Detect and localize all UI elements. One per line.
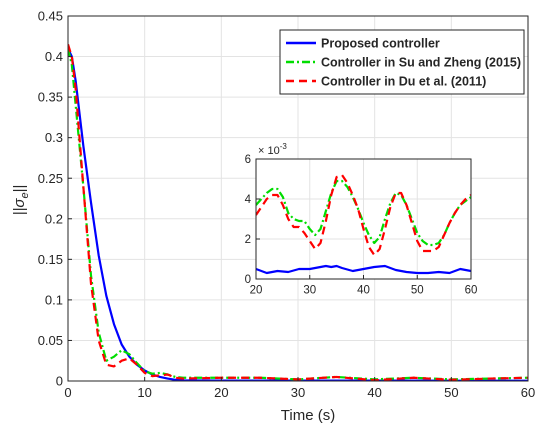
- main-x-tick-label: 0: [64, 385, 71, 400]
- legend-label-0: Proposed controller: [321, 37, 440, 51]
- inset-scale-base: × 10: [258, 145, 280, 157]
- main-y-tick-label: 0.1: [45, 292, 63, 307]
- main-axes: 0 10 20 30 40 50 6000.050.10.150.20.250.30.350…: [38, 9, 536, 400]
- main-y-tick-label: 0.05: [38, 333, 63, 348]
- main-x-tick-label: 20: [214, 385, 228, 400]
- main-x-tick-label: 30: [291, 385, 305, 400]
- inset-y-tick-label: 0: [245, 274, 251, 286]
- main-y-tick-label: 0: [56, 374, 63, 389]
- legend: Proposed controller Controller in Su and …: [279, 29, 525, 95]
- main-y-tick-label: 0.15: [38, 252, 63, 267]
- y-axis-label-base: ||σ: [11, 198, 28, 216]
- main-series-line-2: [68, 44, 528, 381]
- inset-scale-exponent: -3: [280, 142, 288, 151]
- y-axis-label-end: ||: [11, 185, 28, 193]
- y-axis-label-sub: e: [19, 192, 31, 198]
- inset-scale-label: × 10-3: [258, 142, 287, 157]
- inset-y-tick-label: 2: [245, 234, 251, 246]
- inset-x-tick-label: 40: [357, 285, 370, 297]
- inset-series-line-2: [256, 173, 471, 257]
- inset-y-tick-label: 4: [245, 194, 252, 206]
- main-y-tick-label: 0.35: [38, 90, 63, 105]
- main-x-tick-label: 60: [521, 385, 535, 400]
- inset-grid: [255, 158, 472, 280]
- inset-series-line-0: [256, 264, 471, 275]
- inset-x-tick-label: 60: [465, 285, 478, 297]
- inset-axes: 20 30 40 50 60 0 2 4 6: [245, 154, 478, 296]
- inset-y-tick-label: 6: [245, 154, 251, 166]
- legend-box: [279, 29, 525, 95]
- main-y-tick-label: 0.3: [45, 130, 63, 145]
- inset-x-tick-label: 30: [303, 285, 316, 297]
- inset-x-tick-label: 50: [411, 285, 424, 297]
- inset-plot-area: [256, 173, 471, 275]
- inset-x-tick-label: 20: [250, 285, 263, 297]
- main-y-tick-label: 0.2: [45, 211, 63, 226]
- main-x-tick-label: 50: [444, 385, 458, 400]
- main-x-tick-label: 40: [367, 385, 381, 400]
- x-axis-label: Time (s): [281, 407, 335, 424]
- legend-label-2: Controller in Du et al. (2011): [321, 75, 486, 89]
- legend-label-1: Controller in Su and Zheng (2015): [321, 56, 521, 70]
- main-y-tick-label: 0.45: [38, 9, 63, 24]
- y-axis-label: ||σe||: [11, 185, 31, 216]
- main-x-tick-label: 10: [137, 385, 151, 400]
- main-y-tick-label: 0.4: [45, 49, 63, 64]
- inset-chart: 20 30 40 50 60 0 2 4 6 × 10-3: [245, 142, 478, 297]
- main-y-tick-label: 0.25: [38, 171, 63, 186]
- inset-series-line-1: [256, 179, 471, 247]
